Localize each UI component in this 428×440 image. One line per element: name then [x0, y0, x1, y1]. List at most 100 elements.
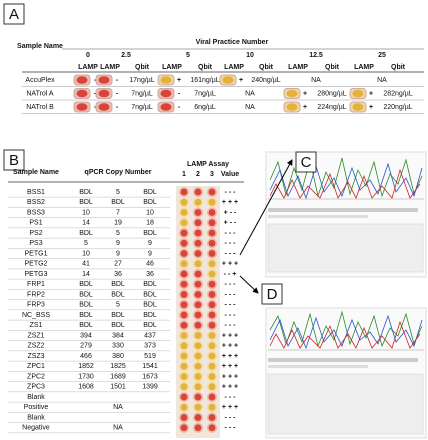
- tube-fill: [208, 362, 216, 370]
- row-label: Positive: [24, 404, 49, 411]
- lamp-value: + + +: [222, 332, 238, 339]
- tube-fill: [160, 76, 172, 84]
- qpcr-value: 466: [80, 353, 92, 360]
- tube-fill: [180, 321, 188, 329]
- tube-fill: [180, 209, 188, 216]
- tube-fill: [352, 103, 364, 111]
- qbit-value: 161ng/µL: [190, 77, 219, 84]
- lamp-value: - - -: [225, 312, 237, 319]
- tube-fill: [180, 219, 188, 227]
- tube-fill: [180, 301, 188, 309]
- tube-fill: [194, 424, 202, 432]
- panel-label: D: [267, 286, 278, 303]
- tube-fill: [208, 260, 216, 268]
- qpcr-value: 1501: [110, 384, 126, 391]
- panel-label-box: [295, 151, 317, 173]
- tube-fill: [180, 260, 188, 268]
- lamp-result: +: [369, 90, 373, 97]
- tube-fill: [180, 291, 188, 298]
- tube-fill: [194, 280, 202, 288]
- tube-fill: [286, 89, 298, 98]
- tube-fill: [194, 291, 202, 298]
- lamp-value: - - -: [225, 291, 237, 298]
- tube-fill: [194, 270, 202, 278]
- subheader: LAMP: [224, 64, 244, 71]
- qbit-value: 6ng/µL: [194, 104, 216, 111]
- tube-fill: [208, 280, 216, 288]
- lamp-value: + + +: [222, 363, 238, 370]
- tube-fill: [180, 373, 188, 380]
- qbit-value: 7ng/µL: [131, 90, 153, 97]
- tube-fill: [194, 250, 202, 257]
- lamp-value: + + +: [222, 199, 238, 206]
- tube-fill: [180, 362, 188, 370]
- cell-na: NA: [245, 104, 255, 111]
- qpcr-value: BDL: [111, 312, 125, 319]
- qpcr-value: 380: [112, 353, 124, 360]
- column-header: 2.5: [121, 52, 131, 59]
- subheader: Qbit: [198, 64, 213, 71]
- qpcr-value: 394: [80, 332, 92, 339]
- qpcr-value: BDL: [79, 199, 93, 206]
- column-header: Sample Name: [13, 169, 59, 176]
- qpcr-value: 1825: [110, 363, 126, 370]
- cell-na: NA: [311, 77, 321, 84]
- lamp-value: + - -: [224, 220, 237, 227]
- column-header: qPCR Copy Number: [85, 169, 152, 176]
- arrow: [239, 275, 259, 294]
- lamp-result: -: [116, 77, 119, 84]
- qpcr-value: 14: [82, 271, 90, 278]
- tube-fill: [194, 239, 202, 247]
- tube-fill: [194, 188, 202, 196]
- tube-fill: [180, 239, 188, 247]
- qpcr-value: BDL: [79, 312, 93, 319]
- text-block: [268, 365, 368, 368]
- lamp-value: + + +: [222, 261, 238, 268]
- qpcr-value: 5: [84, 240, 88, 247]
- row-label: NATrol B: [26, 104, 54, 111]
- tube-fill: [208, 383, 216, 391]
- qpcr-value: 1399: [142, 384, 158, 391]
- lamp-value: + - -: [224, 209, 237, 216]
- lamp-result: -: [94, 104, 97, 111]
- panel-label: A: [9, 6, 19, 23]
- subheader: LAMP: [288, 64, 308, 71]
- qpcr-value: 1541: [142, 363, 158, 370]
- qpcr-value: 5: [116, 189, 120, 196]
- tube-fill: [286, 103, 298, 111]
- text-block: [268, 208, 418, 212]
- lamp-value: + + +: [222, 343, 238, 350]
- row-label: FRP3: [27, 302, 45, 309]
- row-label: PETG1: [25, 250, 48, 257]
- lamp-result: -: [178, 90, 181, 97]
- panel-label: B: [9, 152, 19, 169]
- qpcr-value: BDL: [111, 291, 125, 298]
- lamp-result: +: [303, 104, 307, 111]
- qpcr-value: BDL: [143, 302, 157, 309]
- qpcr-value: 46: [146, 261, 154, 268]
- tube-fill: [194, 342, 202, 350]
- tube-fill: [180, 188, 188, 196]
- arrow: [239, 159, 293, 256]
- alignment-block: [267, 373, 424, 435]
- lamp-value: + + +: [222, 353, 238, 360]
- tube-fill: [194, 403, 202, 411]
- qpcr-value: 373: [144, 343, 156, 350]
- tube-fill: [194, 260, 202, 268]
- qpcr-value: BDL: [79, 291, 93, 298]
- row-label: ZPC3: [27, 384, 45, 391]
- tube-fill: [208, 342, 216, 350]
- trace: [269, 162, 423, 200]
- column-group-title: Viral Practice Number: [196, 39, 269, 46]
- qbit-value: 220ng/µL: [383, 104, 412, 111]
- tube-fill: [194, 311, 202, 319]
- qpcr-value: 5: [116, 302, 120, 309]
- qpcr-value: 10: [146, 209, 154, 216]
- qbit-value: 240ng/µL: [251, 77, 280, 84]
- tube-fill: [194, 321, 202, 329]
- tube-fill: [208, 321, 216, 329]
- tube-fill: [208, 403, 216, 411]
- qbit-value: 282ng/µL: [383, 90, 412, 97]
- panel-label-box: [3, 3, 25, 25]
- panel-label-box: [3, 149, 25, 171]
